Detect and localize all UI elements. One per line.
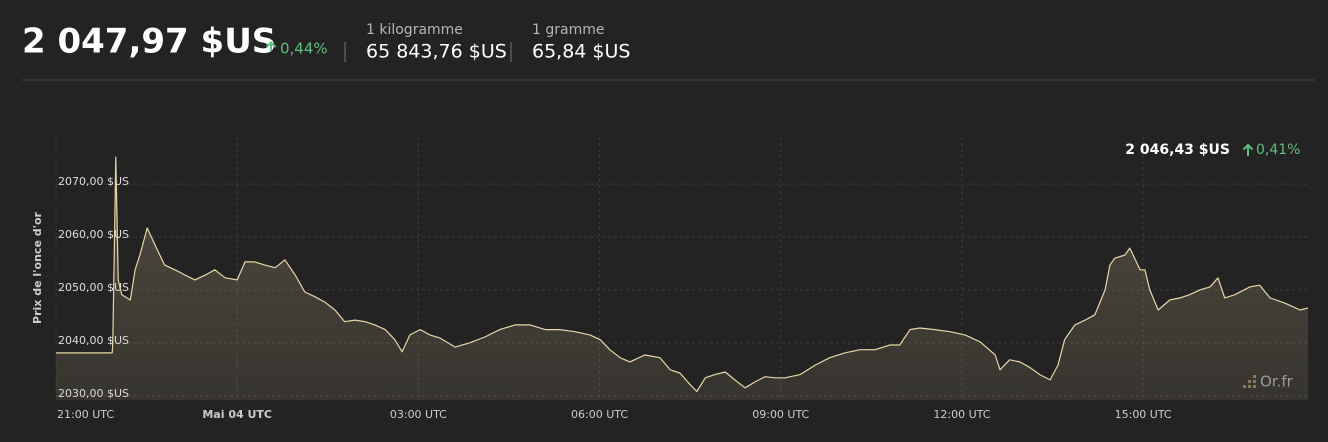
up-arrow xyxy=(1242,143,1254,156)
last-change: 0,41% xyxy=(1256,142,1300,158)
x-tick-label: 03:00 UTC xyxy=(390,408,447,421)
x-tick-label: Mai 04 UTC xyxy=(202,408,272,421)
x-tick-label: 12:00 UTC xyxy=(933,408,990,421)
y-tick-label: 2040,00 $US xyxy=(58,334,129,347)
price-change: 0,44% xyxy=(280,40,328,58)
x-tick-label: 21:00 UTC xyxy=(57,408,114,421)
y-tick-label: 2070,00 $US xyxy=(58,175,129,188)
x-tick-label: 15:00 UTC xyxy=(1115,408,1172,421)
y-tick-label: 2050,00 $US xyxy=(58,281,129,294)
area xyxy=(56,157,1308,400)
kilo-label: 1 kilogramme xyxy=(366,22,463,38)
watermark: Or.fr xyxy=(1260,373,1294,391)
y-axis-label: Prix de l'once d'or xyxy=(31,211,44,323)
up-arrow xyxy=(265,41,277,51)
price: 2 047,97 $US xyxy=(22,22,276,62)
gram-price: 65,84 $US xyxy=(532,41,631,63)
last-price: 2 046,43 $US xyxy=(1125,142,1230,158)
x-tick-label: 06:00 UTC xyxy=(571,408,628,421)
price-line xyxy=(56,156,1309,393)
gram-label: 1 gramme xyxy=(532,22,604,38)
kilo-price: 65 843,76 $US xyxy=(366,41,507,63)
watermark-icon xyxy=(1243,375,1256,388)
y-tick-label: 2060,00 $US xyxy=(58,228,129,241)
x-tick-label: 09:00 UTC xyxy=(752,408,809,421)
